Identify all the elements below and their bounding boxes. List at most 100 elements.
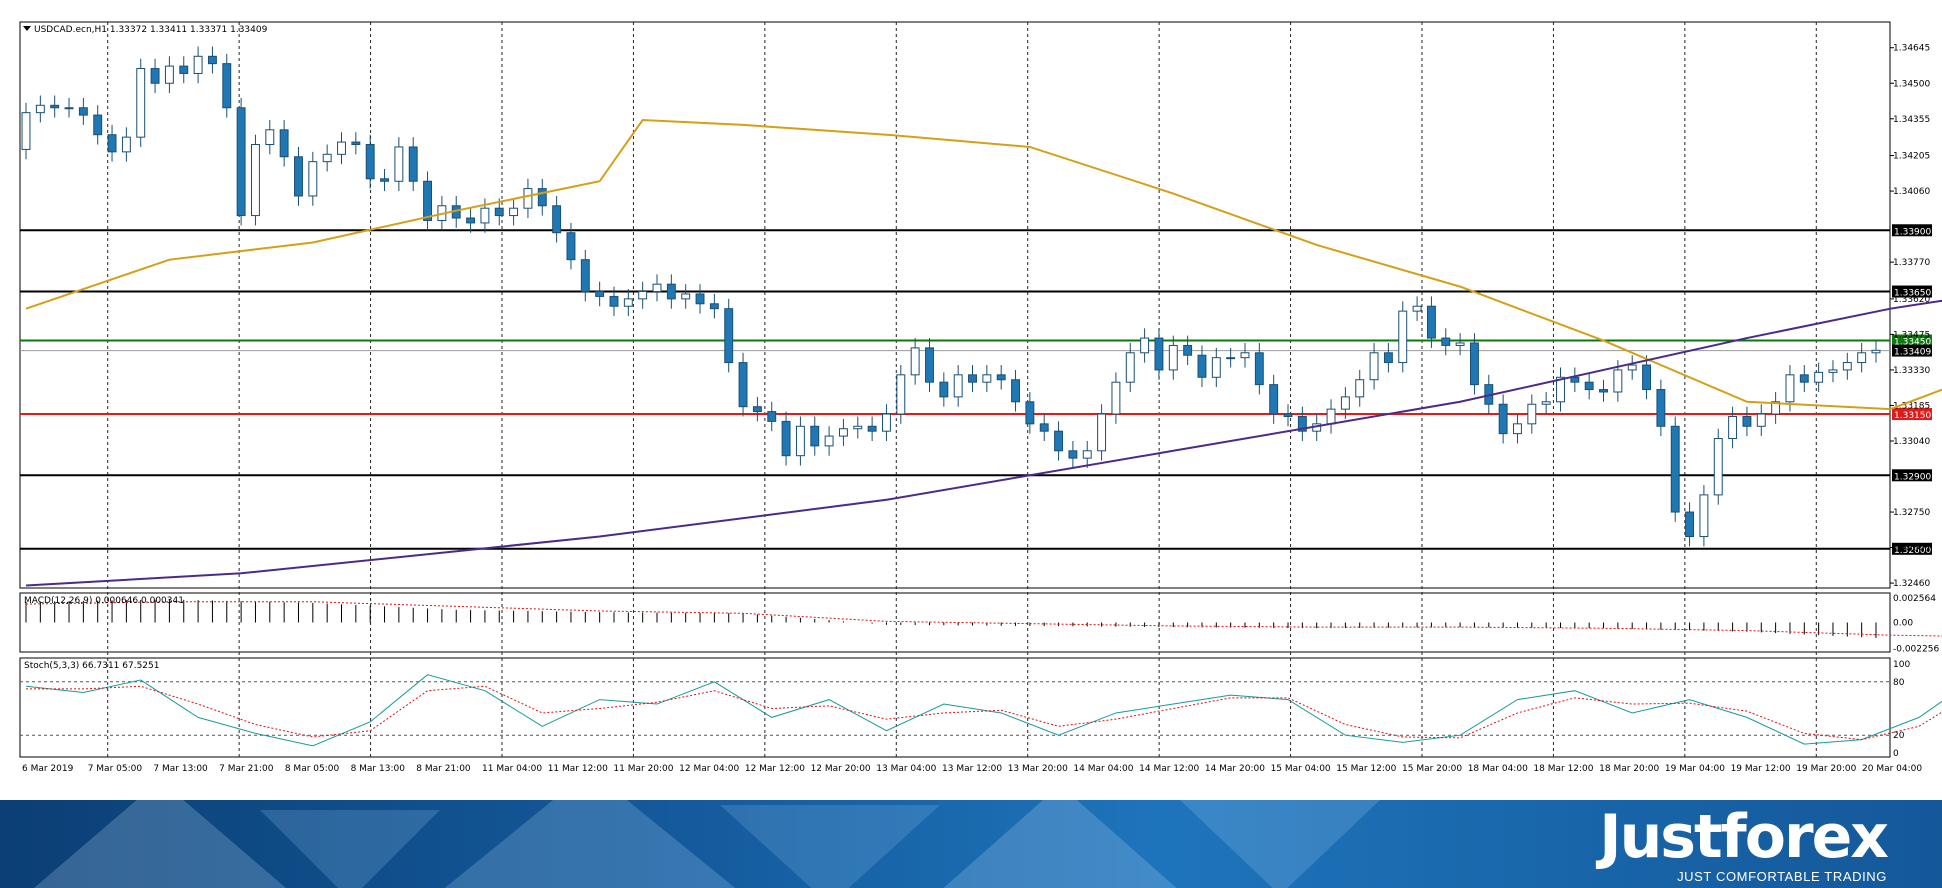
pane-frame-1 xyxy=(19,21,1891,589)
banner-shape xyxy=(260,810,440,888)
candle-body xyxy=(1742,415,1752,427)
candle-body xyxy=(652,283,662,293)
candle-body xyxy=(996,374,1006,381)
candle-body xyxy=(1211,357,1221,378)
price-tick-label: 1.32750 xyxy=(1893,508,1930,518)
candle-body xyxy=(982,374,992,383)
candle-body xyxy=(1814,371,1824,383)
level-label: 1.33650 xyxy=(1894,289,1931,299)
candle-body xyxy=(193,55,203,74)
candle-body xyxy=(1326,408,1336,425)
candle-body xyxy=(681,293,691,300)
candle-body xyxy=(1011,379,1020,403)
macd-title: MACD(12,26,9) 0.000646 0.000341 xyxy=(24,596,184,606)
x-axis-label: 8 Mar 13:00 xyxy=(351,764,406,774)
candle-body xyxy=(351,141,361,146)
x-axis-label: 19 Mar 20:00 xyxy=(1796,764,1856,774)
candle-body xyxy=(1125,352,1135,383)
x-axis-label: 14 Mar 12:00 xyxy=(1139,764,1199,774)
x-axis-label: 12 Mar 04:00 xyxy=(679,764,739,774)
banner-shape xyxy=(430,800,750,888)
candle-body xyxy=(1799,374,1809,383)
x-axis-label: 20 Mar 04:00 xyxy=(1862,764,1922,774)
candle-body xyxy=(853,425,863,430)
x-axis-label: 8 Mar 21:00 xyxy=(416,764,471,774)
level-tag xyxy=(1892,469,1932,482)
candle-body xyxy=(1498,403,1508,435)
level-tag xyxy=(1892,334,1932,347)
footer-banner: Justforex JUST COMFORTABLE TRADING xyxy=(0,800,1942,888)
brand-logo[interactable]: Justforex xyxy=(1599,802,1889,872)
candle-body xyxy=(1685,511,1695,538)
candle-body xyxy=(781,420,791,457)
x-axis-label: 18 Mar 20:00 xyxy=(1599,764,1659,774)
candle-body xyxy=(408,146,418,182)
price-tick-label: 1.33620 xyxy=(1893,295,1930,305)
candle-body xyxy=(136,68,146,138)
candle-body xyxy=(337,141,346,155)
dropdown-triangle-icon xyxy=(23,26,31,31)
level-label: 1.32600 xyxy=(1894,546,1931,556)
x-axis-label: 14 Mar 04:00 xyxy=(1073,764,1133,774)
candle-body xyxy=(365,144,375,180)
candle-body xyxy=(64,107,74,110)
x-axis-label: 13 Mar 12:00 xyxy=(942,764,1002,774)
x-axis-label: 15 Mar 12:00 xyxy=(1336,764,1396,774)
candle-body xyxy=(380,178,389,182)
candle-body xyxy=(738,362,748,408)
x-axis-label: 11 Mar 20:00 xyxy=(613,764,673,774)
candle-body xyxy=(1642,364,1651,391)
ma-fast-line xyxy=(25,118,1942,411)
x-axis-label: 18 Mar 04:00 xyxy=(1468,764,1528,774)
x-axis-label: 18 Mar 12:00 xyxy=(1533,764,1593,774)
candle-body xyxy=(222,63,232,109)
candle-body xyxy=(1771,401,1781,415)
x-axis-label: 12 Mar 12:00 xyxy=(745,764,805,774)
candle-body xyxy=(1183,344,1193,356)
banner-shape xyxy=(20,800,300,888)
candle-body xyxy=(1154,337,1164,371)
candle-body xyxy=(1670,425,1680,513)
price-tick-label: 1.33185 xyxy=(1893,401,1930,411)
level-tag xyxy=(1892,285,1932,298)
pane-frame-3 xyxy=(19,657,1891,758)
level-label: 1.33450 xyxy=(1894,338,1931,348)
candle-body xyxy=(1656,389,1666,427)
candle-body xyxy=(1828,369,1838,373)
price-tick-label: 1.34645 xyxy=(1893,44,1930,54)
candle-body xyxy=(1842,362,1852,371)
banner-shape xyxy=(930,800,1190,888)
candle-body xyxy=(1226,357,1236,360)
candle-body xyxy=(752,406,762,413)
candle-body xyxy=(968,374,977,383)
candle-body xyxy=(150,68,160,84)
x-axis-label: 7 Mar 05:00 xyxy=(88,764,143,774)
price-tick-label: 1.33770 xyxy=(1893,258,1930,268)
candle-body xyxy=(638,291,648,300)
candle-body xyxy=(1756,413,1766,427)
candle-body xyxy=(1627,364,1637,371)
candle-body xyxy=(867,425,877,432)
price-tick-label: 1.33040 xyxy=(1893,437,1930,447)
candle-body xyxy=(1398,310,1408,364)
candle-body xyxy=(1713,438,1723,496)
candle-body xyxy=(1111,381,1121,415)
candle-body xyxy=(1068,450,1078,459)
candle-body xyxy=(925,347,934,383)
macd-tick-label: 0.002564 xyxy=(1893,594,1936,604)
price-tick-label: 1.33330 xyxy=(1893,366,1930,376)
candle-body xyxy=(580,259,590,293)
candle-body xyxy=(236,107,246,217)
candle-body xyxy=(1140,337,1150,354)
candle-body xyxy=(724,308,734,364)
candle-body xyxy=(666,283,676,300)
candle-body xyxy=(1283,413,1293,417)
candle-body xyxy=(1599,389,1608,393)
candle-body xyxy=(164,65,174,84)
level-tag xyxy=(1892,408,1932,421)
candle-body xyxy=(1728,415,1738,440)
candle-body xyxy=(537,188,547,207)
candle-body xyxy=(294,156,303,197)
x-axis-label: 11 Mar 12:00 xyxy=(548,764,608,774)
stoch-title: Stoch(5,3,3) 66.7311 67.5251 xyxy=(24,661,159,671)
